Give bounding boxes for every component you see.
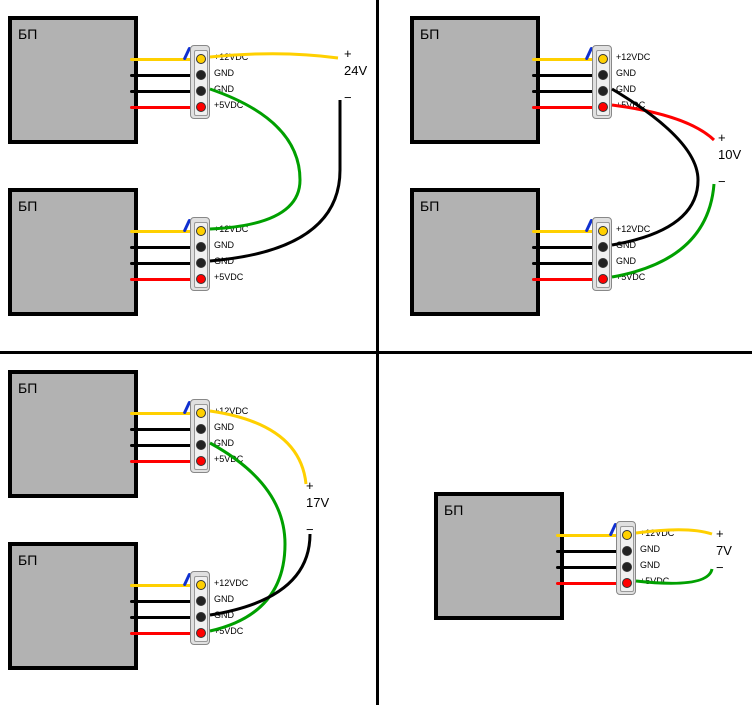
- wire-black: [532, 246, 594, 249]
- molex-connector: [616, 521, 636, 595]
- molex-connector: [592, 45, 612, 119]
- psu-label: БП: [18, 198, 37, 214]
- psu-block: БП: [8, 188, 138, 316]
- pin-label-12v: +12VDC: [214, 578, 248, 588]
- pin-label-gnd: GND: [214, 594, 234, 604]
- output-minus: −: [716, 560, 732, 577]
- psu-block: БП: [434, 492, 564, 620]
- psu-block: БП: [410, 16, 540, 144]
- output-label: + 10V −: [718, 130, 741, 191]
- pin-label-5v: +5VDC: [214, 100, 243, 110]
- wire-black: [556, 550, 618, 553]
- wire-black: [130, 428, 192, 431]
- molex-connector: [190, 399, 210, 473]
- pin-label-12v: +12VDC: [640, 528, 674, 538]
- pin-label-5v: +5VDC: [640, 576, 669, 586]
- output-label: + 17V −: [306, 478, 329, 539]
- wire-red: [532, 106, 594, 109]
- psu-label: БП: [18, 552, 37, 568]
- output-minus: −: [344, 90, 367, 107]
- pin-label-12v: +12VDC: [214, 224, 248, 234]
- pin-label-gnd: GND: [214, 610, 234, 620]
- pin-label-gnd: GND: [616, 240, 636, 250]
- psu-label: БП: [420, 198, 439, 214]
- wire-black: [130, 262, 192, 265]
- wire-black: [130, 74, 192, 77]
- molex-connector: [592, 217, 612, 291]
- output-plus: +: [718, 130, 741, 147]
- psu-block: БП: [8, 542, 138, 670]
- output-plus: +: [306, 478, 329, 495]
- pin-label-gnd: GND: [616, 256, 636, 266]
- pin-label-gnd: GND: [640, 544, 660, 554]
- pin-label-5v: +5VDC: [214, 272, 243, 282]
- molex-connector: [190, 571, 210, 645]
- pin-label-12v: +12VDC: [616, 224, 650, 234]
- output-minus: −: [718, 174, 741, 191]
- molex-connector: [190, 45, 210, 119]
- molex-connector: [190, 217, 210, 291]
- pin-label-5v: +5VDC: [616, 272, 645, 282]
- wire-black: [532, 90, 594, 93]
- wire-black: [130, 90, 192, 93]
- output-label: + 7V −: [716, 526, 732, 577]
- output-plus: +: [344, 46, 367, 63]
- psu-label: БП: [444, 502, 463, 518]
- pin-label-gnd: GND: [214, 68, 234, 78]
- output-label: + 24V −: [344, 46, 367, 107]
- wire-red: [556, 582, 618, 585]
- wire-black: [532, 74, 594, 77]
- pin-label-gnd: GND: [214, 84, 234, 94]
- pin-label-gnd: GND: [214, 422, 234, 432]
- wire-black: [130, 444, 192, 447]
- quadrant-17v: БП +12VDC GND GND +5VDC БП +12VDC GND GN…: [0, 354, 376, 705]
- output-value: 24V: [344, 63, 367, 80]
- pin-label-gnd: GND: [616, 68, 636, 78]
- psu-block: БП: [8, 16, 138, 144]
- output-value: 7V: [716, 543, 732, 560]
- output-plus: +: [716, 526, 732, 543]
- quadrant-24v: БП +12VDC GND GND +5VDC БП +12VDC GND GN…: [0, 0, 376, 351]
- wire-red: [130, 278, 192, 281]
- output-value: 17V: [306, 495, 329, 512]
- pin-label-12v: +12VDC: [214, 406, 248, 416]
- pin-label-gnd: GND: [640, 560, 660, 570]
- wire-red: [130, 632, 192, 635]
- psu-label: БП: [420, 26, 439, 42]
- quadrant-7v: БП +12VDC GND GND +5VDC + 7V −: [378, 354, 752, 705]
- wire-black: [556, 566, 618, 569]
- psu-label: БП: [18, 26, 37, 42]
- wire-red: [130, 460, 192, 463]
- pin-label-gnd: GND: [214, 438, 234, 448]
- wire-black: [130, 600, 192, 603]
- pin-label-gnd: GND: [214, 240, 234, 250]
- wire-black: [130, 246, 192, 249]
- psu-block: БП: [410, 188, 540, 316]
- pin-label-12v: +12VDC: [616, 52, 650, 62]
- output-minus: −: [306, 522, 329, 539]
- pin-label-gnd: GND: [616, 84, 636, 94]
- output-value: 10V: [718, 147, 741, 164]
- pin-label-5v: +5VDC: [616, 100, 645, 110]
- wire-red: [130, 106, 192, 109]
- psu-label: БП: [18, 380, 37, 396]
- pin-label-5v: +5VDC: [214, 454, 243, 464]
- wire-black: [130, 616, 192, 619]
- wire-black: [532, 262, 594, 265]
- pin-label-5v: +5VDC: [214, 626, 243, 636]
- pin-label-gnd: GND: [214, 256, 234, 266]
- wire-red: [532, 278, 594, 281]
- pin-label-12v: +12VDC: [214, 52, 248, 62]
- psu-block: БП: [8, 370, 138, 498]
- quadrant-10v: БП +12VDC GND GND +5VDC БП +12VDC GND GN…: [378, 0, 752, 351]
